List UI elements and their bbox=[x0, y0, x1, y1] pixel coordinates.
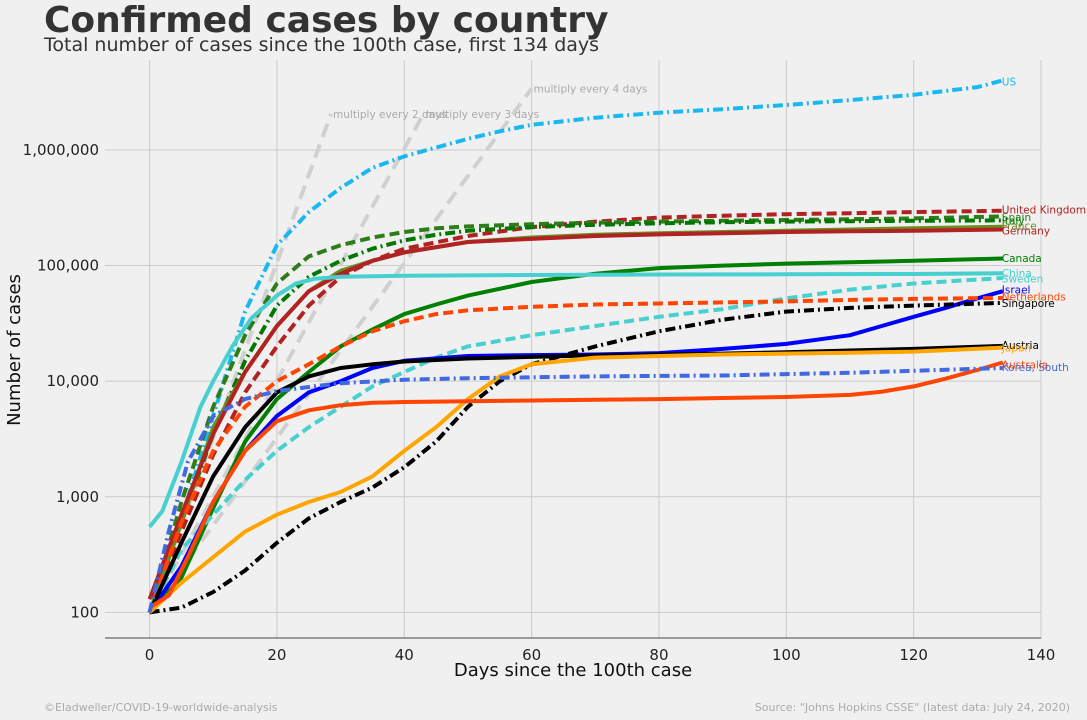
series-line bbox=[147, 289, 1004, 614]
series-lines bbox=[147, 78, 1004, 615]
y-tick-label: 100,000 bbox=[37, 257, 99, 275]
series-end-label: Canada bbox=[1002, 253, 1042, 265]
reference-line bbox=[147, 87, 534, 614]
reference-lines bbox=[147, 87, 534, 614]
x-tick-label: 100 bbox=[772, 646, 801, 664]
reference-line-label: multiply every 2 days bbox=[333, 109, 447, 121]
series-line bbox=[147, 78, 1004, 614]
series-line bbox=[148, 256, 1003, 614]
reference-line bbox=[147, 112, 426, 614]
series-end-label: Israel bbox=[1002, 285, 1031, 297]
series-end-label: France bbox=[1002, 221, 1037, 233]
footer-credit: ©Eladweller/COVID-19-worldwide-analysis bbox=[44, 701, 278, 714]
series-end-label: Netherlands bbox=[1002, 291, 1066, 303]
series-end-label: China bbox=[1002, 268, 1032, 280]
x-tick-label: 40 bbox=[395, 646, 414, 664]
reference-line-label: multiply every 3 days bbox=[425, 109, 539, 121]
series-line bbox=[147, 227, 1003, 600]
series-end-label: Japan bbox=[1001, 343, 1031, 355]
y-tick-label: 100 bbox=[70, 603, 99, 621]
x-tick-label: 120 bbox=[899, 646, 928, 664]
series-line bbox=[148, 360, 1004, 610]
x-tick-label: 80 bbox=[649, 646, 668, 664]
series-end-label: US bbox=[1002, 77, 1017, 89]
series-end-label: Austria bbox=[1002, 340, 1039, 352]
y-tick-label: 10,000 bbox=[47, 372, 100, 390]
series-end-label: Korea, South bbox=[1002, 362, 1069, 374]
x-axis-label: Days since the 100th case bbox=[454, 660, 692, 681]
series-line bbox=[149, 300, 1003, 615]
chart-title: Confirmed cases by country bbox=[44, 0, 609, 41]
y-axis-label: Number of cases bbox=[4, 274, 25, 426]
y-axis-ticks: 100 1,000 10,000 100,000 1,000,000 bbox=[23, 141, 99, 621]
chart-subtitle: Total number of cases since the 100th ca… bbox=[44, 34, 600, 56]
series-line bbox=[147, 295, 1003, 614]
x-axis-ticks: 0 20 40 60 80 100 120 140 bbox=[145, 646, 1056, 664]
series-line bbox=[147, 366, 1003, 613]
x-tick-label: 140 bbox=[1027, 646, 1056, 664]
reference-line-label: multiply every 4 days bbox=[534, 84, 648, 96]
series-end-label: Italy bbox=[1002, 216, 1025, 228]
x-tick-label: 60 bbox=[522, 646, 541, 664]
y-tick-label: 1,000,000 bbox=[23, 141, 99, 159]
series-end-label: Singapore bbox=[1002, 298, 1055, 310]
series-end-label: Sweden bbox=[1002, 274, 1044, 286]
series-line bbox=[147, 218, 1003, 614]
x-tick-label: 0 bbox=[145, 646, 155, 664]
series-end-label: Germany bbox=[1002, 225, 1050, 237]
y-tick-label: 1,000 bbox=[56, 488, 99, 506]
footer-source: Source: "Johns Hopkins CSSE" (latest dat… bbox=[754, 701, 1070, 714]
series-line bbox=[147, 343, 1003, 614]
series-end-label: Australia bbox=[1002, 359, 1048, 371]
series-end-label: Spain bbox=[1002, 212, 1031, 224]
series-line bbox=[148, 345, 1003, 614]
series-end-label: United Kingdom bbox=[1002, 205, 1086, 217]
series-line bbox=[148, 271, 1003, 529]
x-tick-label: 20 bbox=[267, 646, 286, 664]
series-line bbox=[147, 208, 1003, 614]
